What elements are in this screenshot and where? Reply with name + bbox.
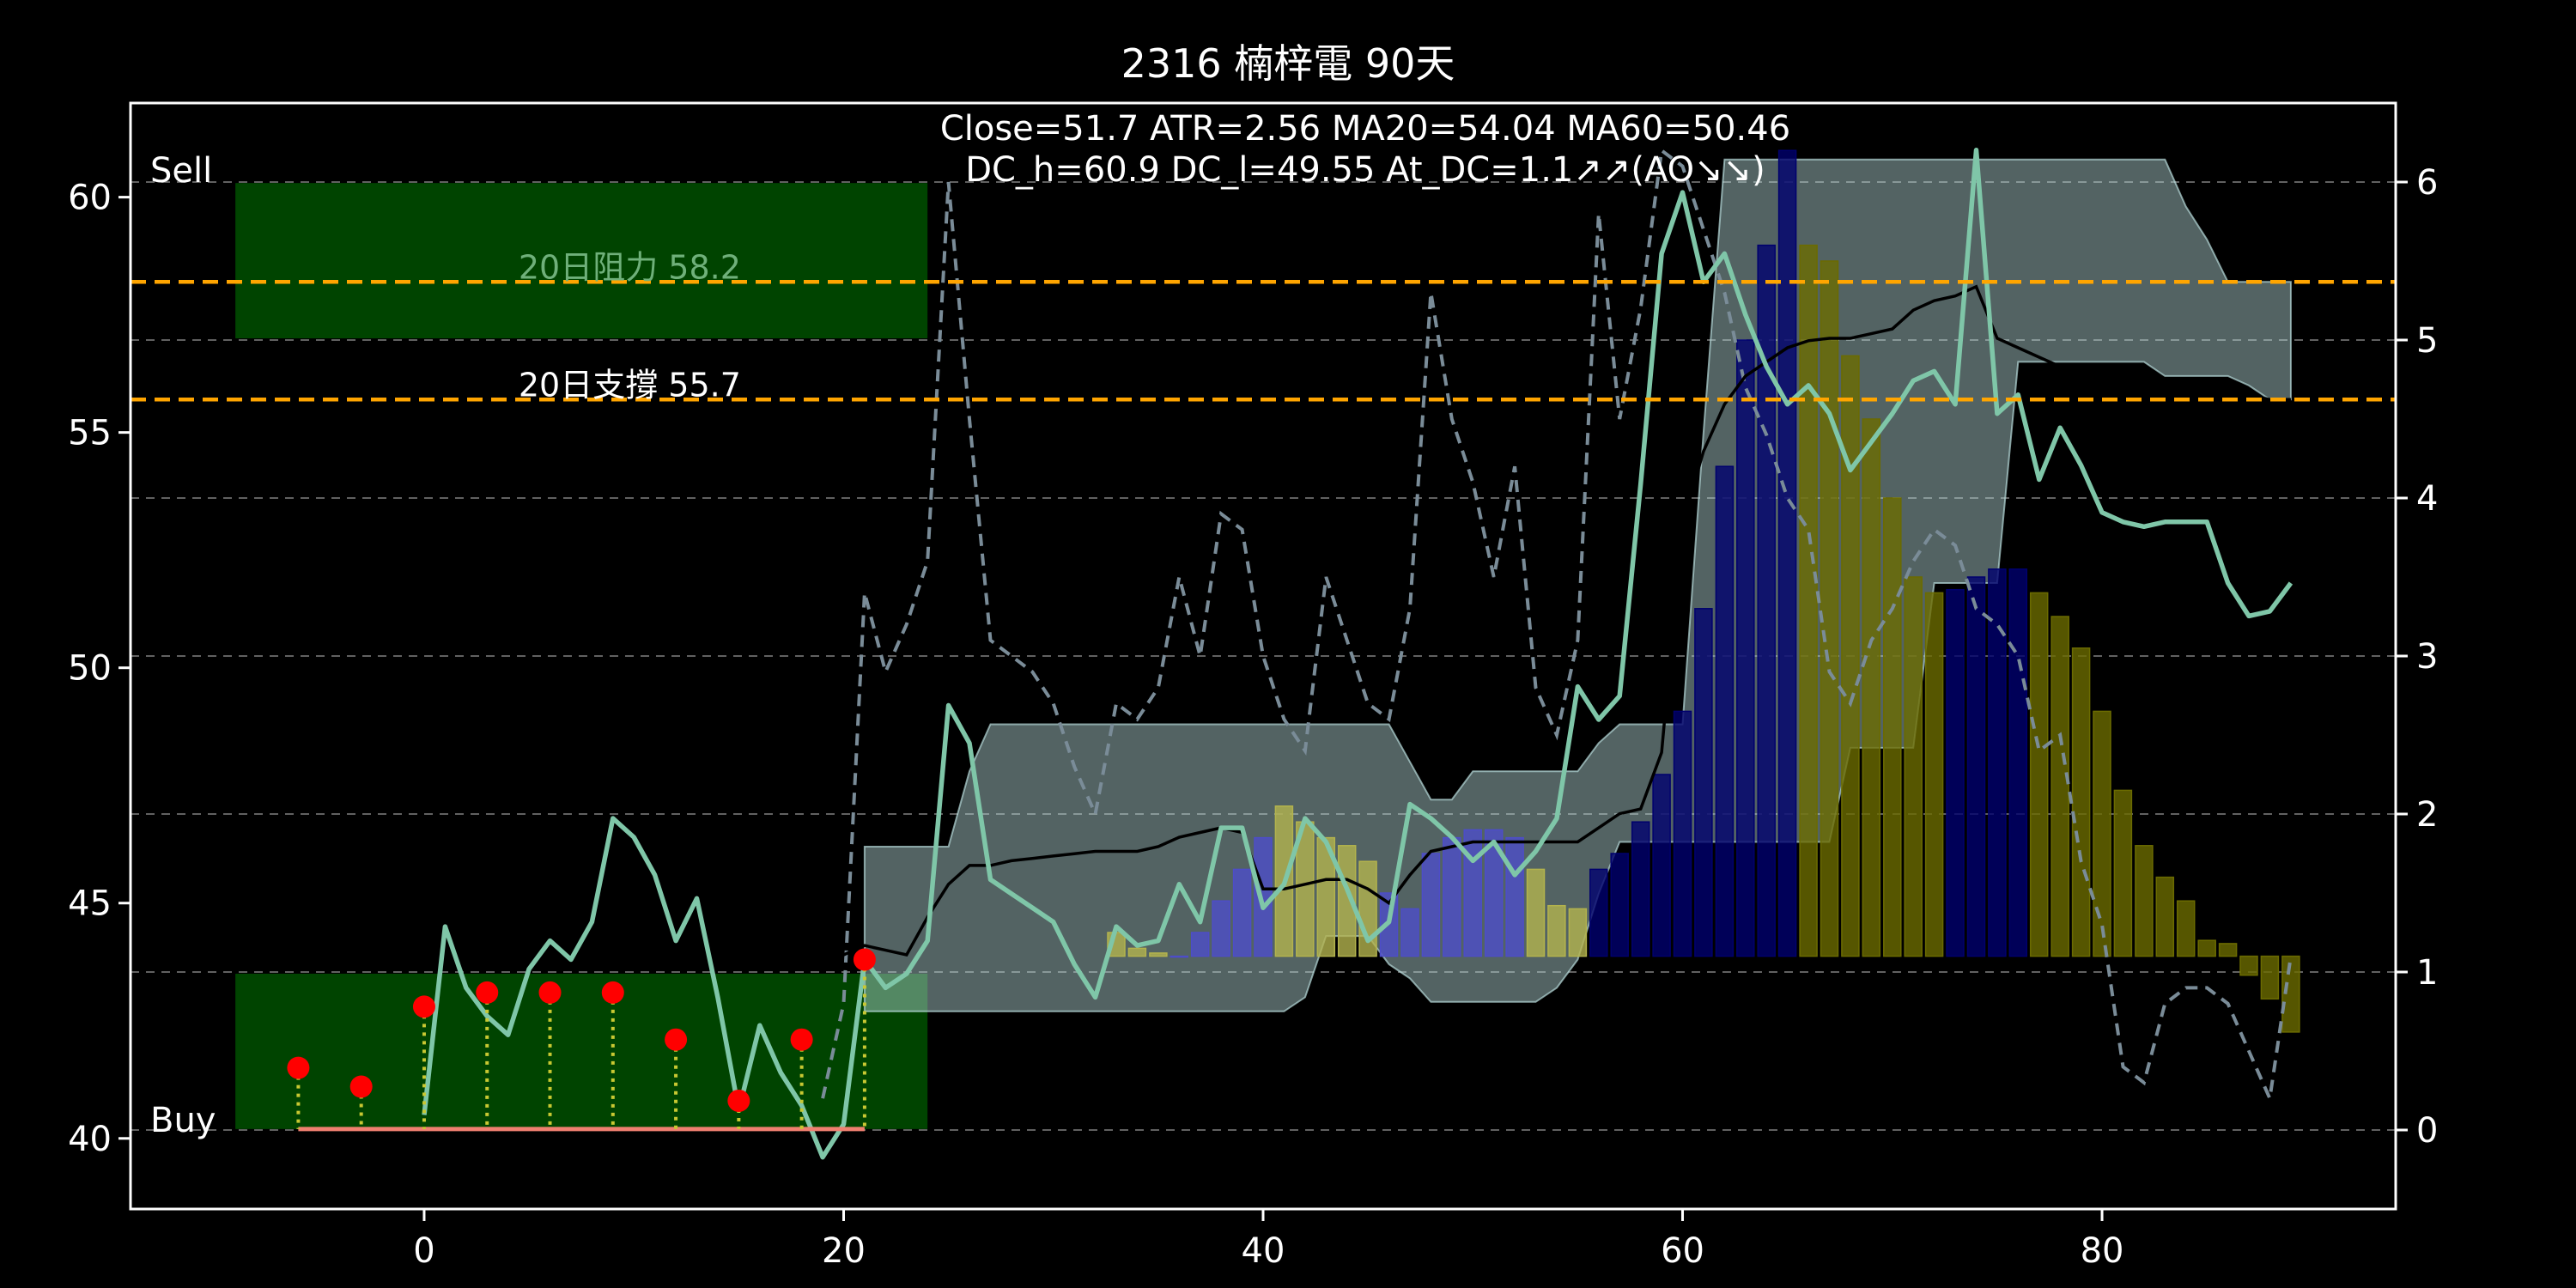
y-right-tick-label: 4	[2416, 479, 2438, 519]
ao-bar	[1232, 868, 1252, 957]
ma20-line	[842, 284, 2291, 957]
ao-bar	[2260, 955, 2280, 1000]
buy-label: Buy	[150, 1101, 216, 1140]
buy-marker	[349, 1075, 373, 1098]
ao-bar	[1547, 904, 1566, 957]
ao-bar	[1149, 952, 1168, 957]
ao-bar	[2008, 568, 2028, 957]
resistance-label: 20日阻力 58.2	[519, 248, 741, 286]
ao-bar	[1862, 418, 1881, 957]
y-right-tick-label: 1	[2416, 953, 2438, 993]
x-tick-label: 80	[2081, 1231, 2124, 1271]
ao-bar	[1924, 592, 1944, 957]
support-label: 20日支撐 55.7	[519, 366, 741, 404]
ao-bar	[1190, 932, 1210, 957]
ao-bar	[1736, 339, 1755, 957]
stats-line-2: DC_h=60.9 DC_l=49.55 At_DC=1.1↗↗(AO↘↘)	[965, 150, 1765, 190]
stats-line-1: Close=51.7 ATR=2.56 MA20=54.04 MA60=50.4…	[940, 109, 1790, 149]
buy-marker	[601, 981, 624, 1004]
ao-bar	[2113, 789, 2133, 957]
ao-bar	[1988, 568, 2007, 957]
sell-zone	[235, 183, 928, 339]
y-right-tick-label: 0	[2416, 1111, 2438, 1151]
ao-bar	[1337, 845, 1357, 957]
x-tick-label: 20	[822, 1231, 866, 1271]
y-left-tick-label: 40	[68, 1120, 112, 1159]
ao-bar	[1212, 900, 1230, 957]
ao-bar	[1421, 853, 1441, 957]
ao-bar	[2239, 955, 2258, 976]
ao-bar	[1820, 260, 1839, 957]
buy-marker	[287, 1056, 310, 1079]
y-left-tick-label: 50	[68, 649, 112, 689]
plot-area: 20日阻力 58.2 20日支撐 55.7 Sell Buy	[131, 147, 2396, 1160]
ao-bar	[1568, 908, 1588, 957]
ao-bar	[1316, 836, 1336, 957]
y-left-tick-label: 55	[68, 414, 112, 453]
ao-bar	[1966, 576, 1986, 957]
ao-bar	[2218, 943, 2238, 957]
ao-bar	[2093, 710, 2111, 957]
buy-marker	[790, 1028, 813, 1051]
x-tick-label: 0	[413, 1231, 434, 1271]
buy-marker	[853, 948, 876, 971]
ao-bar	[1673, 710, 1692, 957]
ao-bar	[1841, 355, 1860, 957]
ao-bar	[1652, 774, 1671, 957]
ao-bar	[1443, 836, 1461, 957]
buy-marker	[412, 995, 435, 1018]
ao-bar	[1777, 149, 1797, 957]
buy-marker	[538, 981, 562, 1004]
y-left-tick-label: 45	[68, 884, 112, 924]
buy-marker	[727, 1089, 750, 1112]
ao-bar	[2050, 616, 2069, 957]
ao-bar	[1127, 947, 1147, 957]
ao-bar	[2071, 647, 2091, 957]
ao-bar	[1694, 608, 1713, 957]
ao-bar	[1400, 908, 1419, 957]
x-tick-label: 60	[1661, 1231, 1704, 1271]
ao-bar	[1484, 829, 1504, 957]
ao-bar	[1526, 868, 1546, 957]
ao-bar	[1505, 836, 1524, 957]
ao-bar	[1463, 829, 1482, 957]
ao-bar	[1904, 576, 1923, 957]
ao-bar	[1254, 836, 1273, 957]
ao-bar	[1799, 244, 1818, 957]
y-right-tick-label: 2	[2416, 795, 2438, 835]
buy-marker	[476, 981, 499, 1004]
ao-bar	[1946, 588, 1965, 957]
ao-bar	[1883, 497, 1902, 957]
ao-bar	[2029, 592, 2049, 957]
y-right-tick-label: 3	[2416, 637, 2438, 677]
ao-bar	[1757, 244, 1776, 957]
ao-bar	[1715, 465, 1735, 957]
ao-bar	[1631, 821, 1650, 957]
x-tick-label: 40	[1242, 1231, 1285, 1271]
ao-bar	[2197, 939, 2216, 957]
buy-marker	[665, 1028, 688, 1051]
ao-bar	[2135, 845, 2154, 957]
chart-title: 2316 楠梓電 90天	[1121, 40, 1455, 87]
ao-bar	[2281, 955, 2300, 1033]
ao-bar	[2155, 876, 2175, 957]
y-left-tick-label: 60	[68, 179, 112, 218]
buy-zone	[235, 973, 928, 1129]
ao-bar	[1610, 853, 1629, 957]
sell-label: Sell	[150, 151, 212, 191]
y-right-tick-label: 5	[2416, 321, 2438, 361]
y-right-tick-label: 6	[2416, 163, 2438, 203]
atr-line	[821, 147, 2293, 1105]
ao-bar	[1589, 868, 1608, 957]
ao-bar	[2176, 900, 2196, 957]
